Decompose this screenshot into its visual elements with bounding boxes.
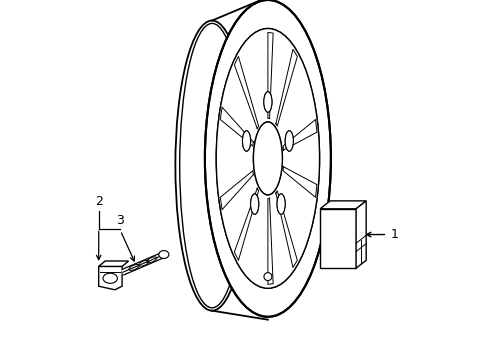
Polygon shape — [275, 191, 297, 267]
Ellipse shape — [242, 131, 250, 151]
Ellipse shape — [250, 194, 258, 214]
Ellipse shape — [253, 122, 282, 195]
Polygon shape — [267, 32, 273, 118]
Polygon shape — [320, 201, 366, 209]
Ellipse shape — [285, 131, 293, 151]
Polygon shape — [234, 57, 258, 129]
Polygon shape — [99, 266, 122, 290]
Ellipse shape — [277, 194, 285, 214]
Polygon shape — [220, 107, 253, 146]
Ellipse shape — [216, 28, 319, 288]
Polygon shape — [283, 120, 316, 150]
Polygon shape — [220, 171, 253, 210]
Ellipse shape — [264, 92, 271, 112]
Polygon shape — [275, 49, 297, 126]
Polygon shape — [99, 261, 128, 266]
Ellipse shape — [253, 122, 282, 195]
Polygon shape — [320, 209, 355, 268]
Text: 3: 3 — [116, 214, 124, 227]
Ellipse shape — [264, 273, 271, 280]
Polygon shape — [283, 167, 316, 197]
Polygon shape — [234, 188, 258, 260]
Polygon shape — [267, 198, 273, 284]
Text: 1: 1 — [389, 228, 397, 241]
Ellipse shape — [159, 251, 168, 258]
Polygon shape — [355, 201, 366, 268]
Ellipse shape — [204, 0, 330, 317]
Text: 2: 2 — [95, 195, 102, 208]
